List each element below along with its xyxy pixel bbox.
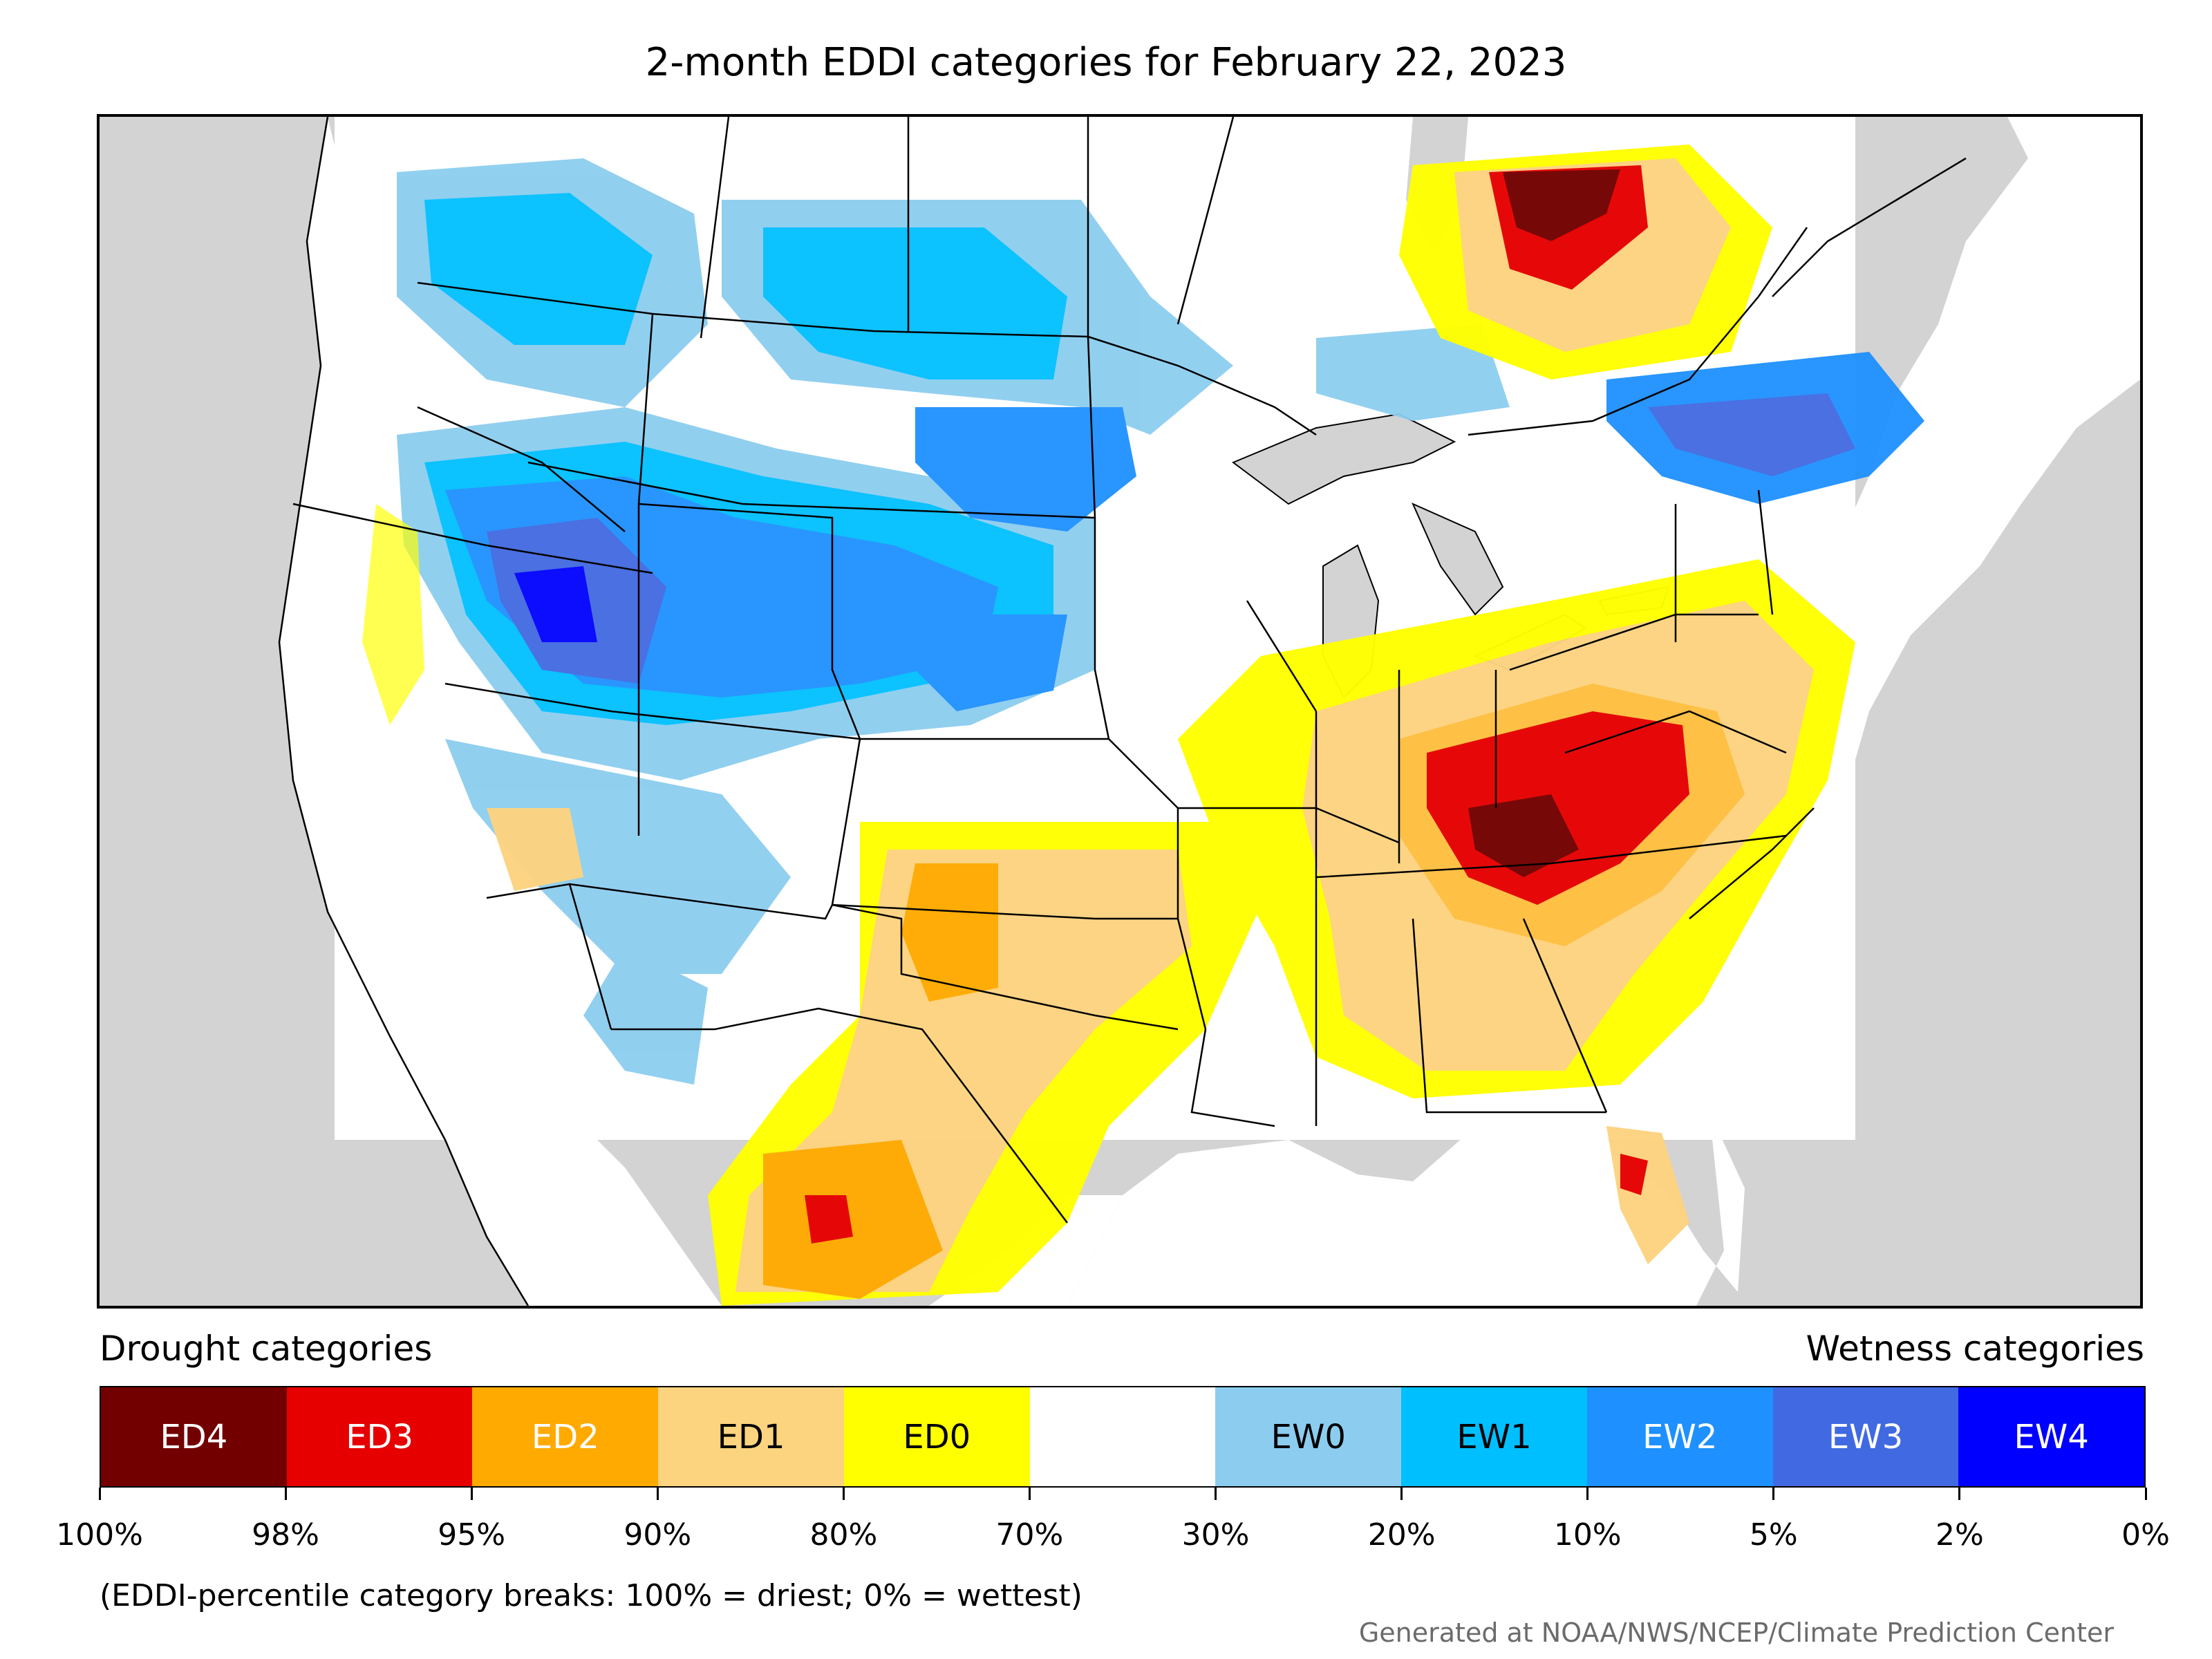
boundaries (278, 117, 1967, 1306)
legend-tick-label: 5% (1749, 1517, 1798, 1553)
legend-tick (1958, 1488, 1961, 1500)
legend-tick-label: 30% (1181, 1517, 1250, 1553)
legend-tick-label: 90% (624, 1517, 692, 1553)
legend-tick (1772, 1488, 1775, 1500)
credit-text: Generated at NOAA/NWS/NCEP/Climate Predi… (1358, 1618, 2114, 1648)
legend-swatch: EW1 (1401, 1387, 1587, 1486)
drought-categories-heading: Drought categories (100, 1329, 433, 1369)
legend-tick (284, 1488, 287, 1500)
legend-swatch: ED1 (658, 1387, 844, 1486)
color-legend: ED4 ED3 ED2 ED1 ED0 EW0 EW1 EW2 EW3 EW4 (100, 1386, 2146, 1488)
legend-tick-label: 95% (438, 1517, 506, 1553)
legend-ticks (98, 1488, 2147, 1501)
legend-swatch: ED4 (101, 1387, 287, 1486)
legend-swatch (1029, 1387, 1216, 1486)
legend-tick (1586, 1488, 1589, 1500)
lake-huron (1412, 503, 1504, 616)
legend-tick (1028, 1488, 1031, 1500)
legend-tick (1400, 1488, 1403, 1500)
legend-swatch: ED2 (472, 1387, 659, 1486)
legend-swatch: EW3 (1772, 1387, 1959, 1486)
legend-tick-label: 98% (252, 1517, 319, 1553)
legend-swatch: EW0 (1215, 1387, 1402, 1486)
legend-footnote: (EDDI-percentile category breaks: 100% =… (100, 1578, 1082, 1613)
legend-swatch: ED0 (843, 1387, 1030, 1486)
wetness-categories-heading: Wetness categories (1806, 1329, 2144, 1369)
legend-tick (2144, 1488, 2147, 1500)
map-title: 2-month EDDI categories for February 22,… (645, 40, 1567, 85)
legend-tick-label: 10% (1553, 1517, 1622, 1553)
legend-tick-label: 100% (56, 1517, 143, 1553)
legend-swatch: ED3 (286, 1387, 473, 1486)
wetness-areas (397, 158, 1924, 1085)
legend-tick (1215, 1488, 1217, 1500)
legend-tick-label: 2% (1936, 1517, 1984, 1553)
legend-tick (98, 1488, 101, 1500)
legend-tick (656, 1488, 659, 1500)
legend-swatch: EW2 (1586, 1387, 1773, 1486)
legend-tick-label: 0% (2121, 1517, 2170, 1553)
eddi-map (97, 114, 2143, 1309)
legend-tick-label: 70% (995, 1517, 1064, 1553)
legend-swatch: EW4 (1958, 1387, 2145, 1486)
legend-tick (842, 1488, 845, 1500)
legend-tick-label: 20% (1367, 1517, 1436, 1553)
legend-tick (470, 1488, 473, 1500)
lake-superior (1232, 413, 1456, 505)
legend-tick-label: 80% (809, 1517, 878, 1553)
drought-areas (362, 144, 1855, 1306)
